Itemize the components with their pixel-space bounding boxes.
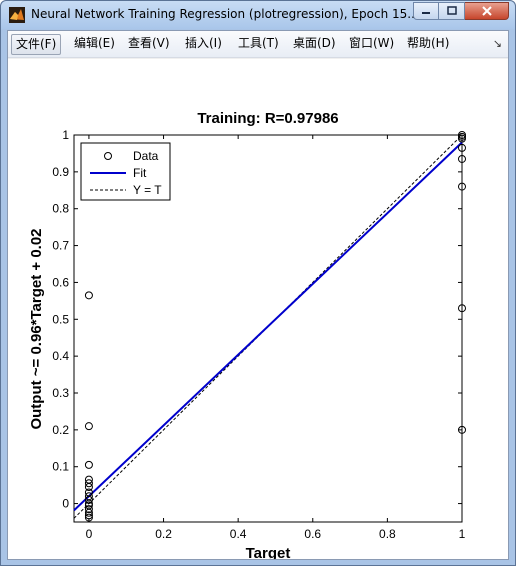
data-point <box>84 460 93 469</box>
x-tick-label: 0.6 <box>304 527 321 541</box>
menu-edit[interactable]: 编辑(E) <box>74 36 115 50</box>
y-tick-label: 0 <box>62 497 69 511</box>
chevron-icon[interactable]: ↘ <box>492 37 502 50</box>
data-point <box>458 425 466 434</box>
x-tick-label: 0.4 <box>230 527 247 541</box>
data-point <box>84 495 93 504</box>
x-tick-label: 1 <box>459 527 466 541</box>
menu-insert[interactable]: 插入(I) <box>185 36 222 50</box>
y-tick-label: 0.9 <box>52 165 69 179</box>
minimize-button[interactable] <box>413 2 439 20</box>
y-tick-label: 0.1 <box>52 460 69 474</box>
y-tick-label: 0.6 <box>52 275 69 289</box>
menu-window[interactable]: 窗口(W) <box>349 36 395 50</box>
fit-line <box>73 141 463 512</box>
close-icon <box>481 6 492 16</box>
data-point <box>84 479 93 488</box>
window-controls <box>413 2 509 21</box>
data-point <box>84 291 93 300</box>
chart-title: Training: R=0.97986 <box>197 110 338 127</box>
legend: Data Fit Y = T <box>80 142 171 201</box>
data-point <box>84 508 93 517</box>
data-point <box>458 304 466 313</box>
y-tick-label: 0.8 <box>52 202 69 216</box>
regression-plot: Training: R=0.97986 Target Output ~= 0.9… <box>28 110 466 562</box>
data-point <box>84 505 93 514</box>
close-button[interactable] <box>465 2 509 20</box>
menu-help[interactable]: 帮助(H) <box>407 36 450 50</box>
y-tick-label: 0.2 <box>52 423 69 437</box>
maximize-icon <box>446 6 457 15</box>
title-bar[interactable]: Neural Network Training Regression (plot… <box>1 1 515 29</box>
y-tick-label: 0.4 <box>52 349 69 363</box>
menu-tools[interactable]: 工具(T) <box>238 36 279 50</box>
figure-canvas: Training: R=0.97986 Target Output ~= 0.9… <box>8 59 508 562</box>
x-axis-label: Target <box>246 545 291 559</box>
data-point <box>458 134 466 143</box>
legend-fit-label: Fit <box>133 166 147 180</box>
maximize-button[interactable] <box>439 2 465 20</box>
menu-view[interactable]: 查看(V) <box>128 36 170 50</box>
data-point <box>458 154 466 163</box>
matlab-app-icon <box>9 7 25 23</box>
y-tick-label: 1 <box>62 128 69 142</box>
menu-desktop[interactable]: 桌面(D) <box>293 36 336 50</box>
legend-data-marker <box>104 152 112 160</box>
menu-file[interactable]: 文件(F) <box>11 34 62 55</box>
data-point <box>458 182 466 191</box>
window-title: Neural Network Training Regression (plot… <box>31 7 419 21</box>
y-axis-label: Output ~= 0.96*Target + 0.02 <box>28 228 45 429</box>
data-point <box>84 482 93 491</box>
y-tick-label: 0.3 <box>52 386 69 400</box>
menu-bar: 文件(F) 编辑(E) 查看(V) 插入(I) 工具(T) 桌面(D) 窗口(W… <box>8 31 508 58</box>
x-tick-label: 0.8 <box>379 527 396 541</box>
data-point <box>458 143 466 152</box>
data-point <box>84 513 93 522</box>
minimize-icon <box>422 12 430 14</box>
x-tick-label: 0 <box>86 527 93 541</box>
y-tick-label: 0.7 <box>52 239 69 253</box>
x-tick-label: 0.2 <box>155 527 172 541</box>
data-point <box>84 511 93 520</box>
data-point <box>84 422 93 431</box>
legend-data-label: Data <box>133 149 159 163</box>
y-tick-label: 0.5 <box>52 312 69 326</box>
window-client-area: 文件(F) 编辑(E) 查看(V) 插入(I) 工具(T) 桌面(D) 窗口(W… <box>7 30 509 562</box>
legend-identity-label: Y = T <box>133 183 162 197</box>
